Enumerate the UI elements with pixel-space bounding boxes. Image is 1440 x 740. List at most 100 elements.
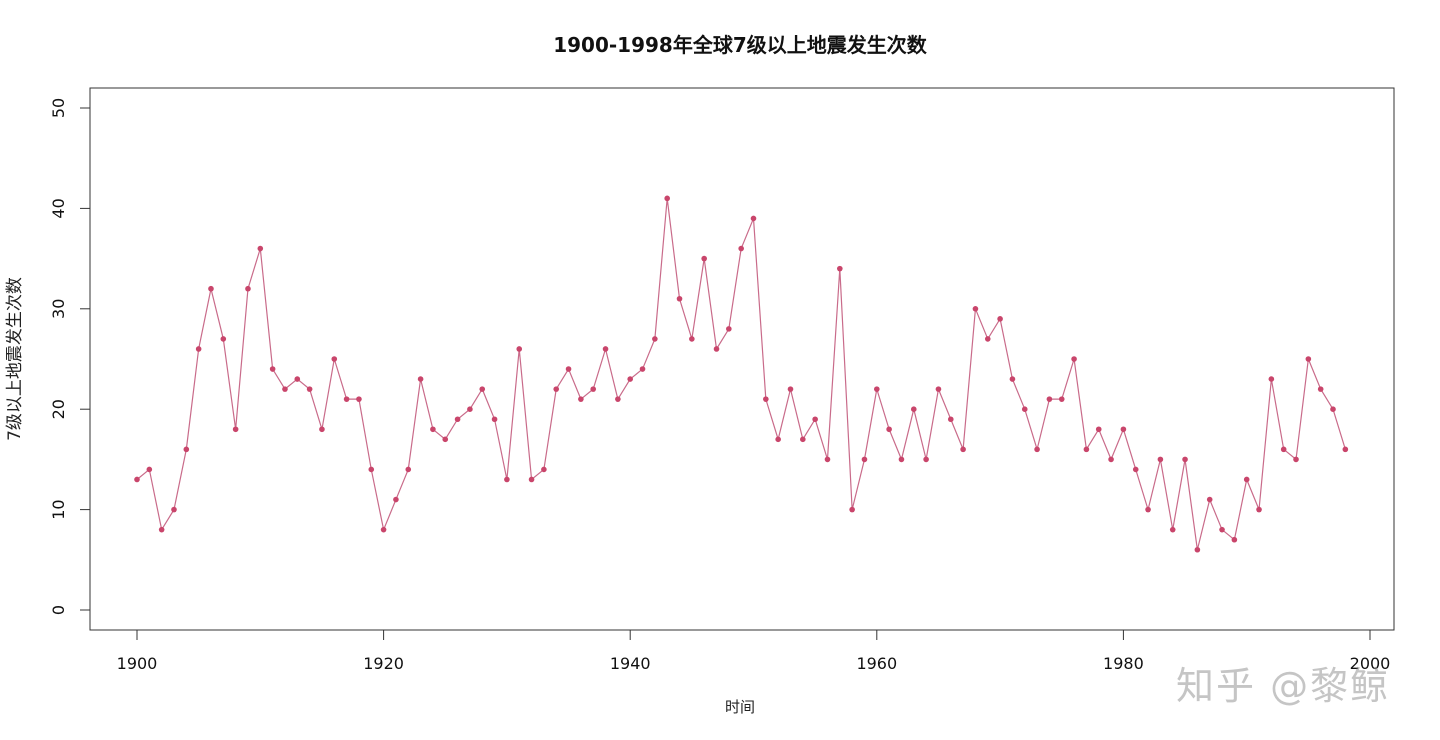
y-tick-label: 30 xyxy=(49,299,68,319)
data-point xyxy=(1231,536,1238,543)
data-point xyxy=(1219,526,1225,533)
data-point xyxy=(787,386,794,392)
data-point xyxy=(380,526,387,533)
data-point xyxy=(368,466,375,473)
data-point xyxy=(935,386,942,392)
data-point xyxy=(171,506,177,513)
data-point xyxy=(738,245,744,252)
data-point xyxy=(1293,456,1299,463)
y-tick-label: 50 xyxy=(49,98,68,118)
data-point xyxy=(1009,376,1016,382)
data-point xyxy=(282,386,288,392)
data-point xyxy=(134,476,140,483)
data-point xyxy=(356,396,362,402)
data-point xyxy=(639,366,646,372)
data-point xyxy=(972,306,979,312)
data-point xyxy=(1268,376,1275,382)
data-point xyxy=(1330,406,1336,413)
x-tick-label: 2000 xyxy=(1350,654,1391,673)
data-point xyxy=(886,426,892,433)
data-point xyxy=(393,496,399,503)
x-tick-label: 1980 xyxy=(1103,654,1144,673)
data-point xyxy=(528,476,535,483)
data-point xyxy=(1021,406,1028,413)
data-point xyxy=(405,466,412,473)
data-point xyxy=(541,466,547,473)
data-point xyxy=(1169,526,1176,533)
data-point xyxy=(664,195,670,202)
data-point xyxy=(763,396,769,402)
data-point xyxy=(947,416,954,423)
data-point xyxy=(726,326,732,332)
data-point xyxy=(1182,456,1188,463)
data-point xyxy=(1058,396,1065,402)
series-points xyxy=(134,195,1349,553)
x-tick-label: 1960 xyxy=(856,654,897,673)
data-point xyxy=(269,366,276,372)
x-tick-label: 1900 xyxy=(117,654,158,673)
data-point xyxy=(812,416,818,423)
chart-title: 1900-1998年全球7级以上地震发生次数 xyxy=(553,33,928,57)
data-point xyxy=(208,285,214,292)
watermark: 知乎 @黎鲸 xyxy=(1176,664,1391,708)
data-point xyxy=(479,386,486,392)
data-point xyxy=(306,386,313,392)
data-point xyxy=(442,436,449,443)
y-tick-label: 10 xyxy=(49,499,68,519)
y-axis-label: 7级以上地震发生次数 xyxy=(5,277,25,441)
data-point xyxy=(467,406,473,413)
data-point xyxy=(800,436,806,443)
x-axis: 1900 1920 1940 1960 1980 2000 xyxy=(117,629,1391,673)
data-point xyxy=(491,416,498,423)
data-point xyxy=(1132,466,1139,473)
data-point xyxy=(553,386,560,392)
data-point xyxy=(1083,446,1090,453)
data-point xyxy=(1256,506,1262,513)
data-point xyxy=(874,386,880,392)
data-point xyxy=(232,426,239,433)
data-point xyxy=(1206,496,1213,503)
data-point xyxy=(195,346,202,352)
data-point xyxy=(158,526,165,533)
data-point xyxy=(1280,446,1287,453)
data-point xyxy=(861,456,868,463)
data-point xyxy=(775,436,781,443)
data-point xyxy=(331,356,338,362)
data-point xyxy=(1317,386,1324,392)
data-point xyxy=(245,285,251,292)
x-tick-label: 1940 xyxy=(610,654,651,673)
data-point xyxy=(516,346,523,352)
data-point xyxy=(1342,446,1349,453)
data-point xyxy=(1095,426,1102,433)
data-point xyxy=(578,396,584,402)
data-point xyxy=(1194,546,1201,553)
data-point xyxy=(1157,456,1164,463)
data-point xyxy=(504,476,510,483)
data-point xyxy=(220,336,227,342)
data-point xyxy=(430,426,436,433)
x-tick-label: 1920 xyxy=(363,654,404,673)
data-point xyxy=(319,426,325,433)
data-point xyxy=(1120,426,1127,433)
data-point xyxy=(824,456,831,463)
data-point xyxy=(615,396,621,402)
data-point xyxy=(923,456,929,463)
data-point xyxy=(898,456,905,463)
y-axis: 0 10 20 30 40 50 xyxy=(49,98,91,615)
data-point xyxy=(1243,476,1250,483)
data-point xyxy=(454,416,461,423)
data-point xyxy=(849,506,855,513)
data-point xyxy=(627,376,633,382)
data-point xyxy=(689,336,695,342)
data-point xyxy=(183,446,190,453)
data-point xyxy=(1034,446,1040,453)
data-point xyxy=(997,316,1003,322)
data-point xyxy=(146,466,153,473)
y-tick-label: 0 xyxy=(49,605,68,615)
data-point xyxy=(343,396,350,402)
data-point xyxy=(590,386,597,392)
data-point xyxy=(1071,356,1077,362)
data-point xyxy=(1046,396,1053,402)
data-point xyxy=(750,215,757,222)
